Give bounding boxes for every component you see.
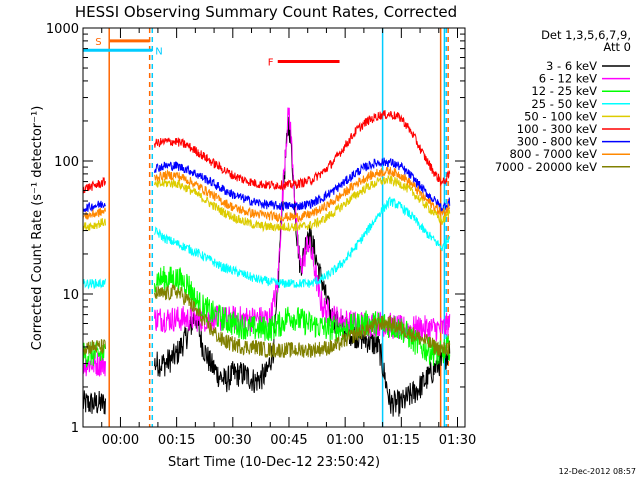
legend-entry-label: 12 - 25 keV: [531, 84, 597, 98]
legend-header-line1: Det 1,3,5,6,7,9,: [541, 28, 631, 42]
flag-label-N: N: [155, 46, 162, 57]
series-line-7: [83, 166, 451, 223]
flag-label-F: F: [268, 57, 274, 68]
legend-entry-label: 800 - 7000 keV: [509, 147, 597, 161]
flag-bars: S N F: [83, 37, 340, 68]
series-lines: [83, 107, 451, 417]
plot-frame: [82, 27, 466, 428]
legend-entry-label: 6 - 12 keV: [539, 72, 597, 86]
x-tick-label: 01:30: [439, 433, 476, 448]
series-line-3: [83, 196, 451, 290]
instrument-state-markers: [108, 28, 449, 427]
legend-entry-label: 50 - 100 keV: [524, 109, 597, 123]
y-tick-label: 1000: [46, 22, 79, 37]
timestamp-stamp: 12-Dec-2012 08:57: [559, 467, 636, 476]
y-tick-label: 100: [54, 155, 79, 170]
x-axis-label: Start Time (10-Dec-12 23:50:42): [168, 455, 380, 470]
y-tick-label: 1: [71, 421, 79, 436]
legend-header-line2: Att 0: [603, 40, 631, 54]
series-line-6: [83, 157, 451, 213]
legend-entry-label: 100 - 300 keV: [517, 122, 597, 136]
y-axis-label: Corrected Count Rate (s⁻¹ detector⁻¹): [30, 106, 45, 351]
x-tick-label: 00:45: [270, 433, 307, 448]
legend-entry-label: 3 - 6 keV: [546, 59, 597, 73]
legend-entry-label: 7000 - 20000 keV: [495, 160, 597, 174]
y-tick-label: 10: [62, 288, 79, 303]
x-tick-label: 00:30: [214, 433, 251, 448]
y-axis: 1 10 100 1000: [46, 22, 465, 436]
plot-area: S N F: [83, 28, 451, 427]
series-line-4: [83, 174, 451, 233]
series-line-8: [83, 284, 451, 359]
x-tick-label: 00:15: [158, 433, 195, 448]
legend-entry-label: 25 - 50 keV: [531, 97, 597, 111]
x-tick-label: 01:15: [383, 433, 420, 448]
x-axis: 00:00 00:15 00:30 00:45 01:00 01:15 01:30: [82, 28, 476, 448]
series-line-2: [83, 265, 451, 368]
chart-title: HESSI Observing Summary Count Rates, Cor…: [75, 3, 457, 21]
flag-label-S: S: [95, 37, 101, 48]
x-tick-label: 01:00: [326, 433, 363, 448]
series-line-5: [83, 110, 451, 194]
x-tick-label: 00:00: [102, 433, 139, 448]
legend-entry-label: 300 - 800 keV: [517, 135, 597, 149]
